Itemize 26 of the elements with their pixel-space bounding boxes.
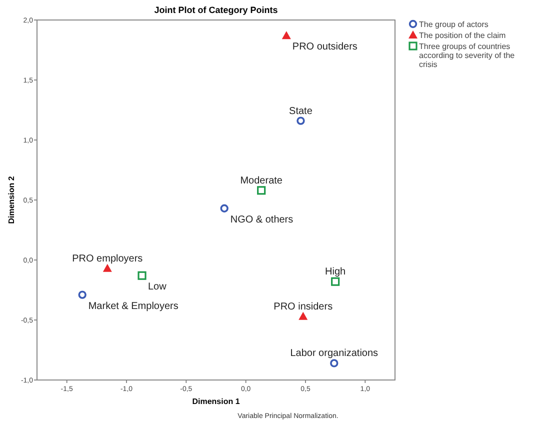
annotation: Market & Employers xyxy=(88,300,178,312)
annotation: PRO insiders xyxy=(274,301,333,312)
point xyxy=(220,204,228,212)
annotation: High xyxy=(325,266,346,278)
x-axis-title: Dimension 1 xyxy=(192,397,240,406)
point xyxy=(330,359,338,368)
point xyxy=(331,277,340,286)
annotation: Low xyxy=(148,282,168,293)
annotation: NGO & others xyxy=(230,214,294,226)
point xyxy=(257,186,266,195)
annotation: Labor organizations xyxy=(290,348,378,360)
point xyxy=(138,271,146,280)
point xyxy=(78,290,86,299)
annotation: PRO outsiders xyxy=(292,42,358,53)
point xyxy=(298,312,308,320)
y-axis-title: Dimension 2 xyxy=(7,176,16,224)
legend-label: Three groups of countries according to severity of the crisis xyxy=(419,42,516,69)
annotation: PRO employers xyxy=(72,253,143,264)
annotation: Moderate xyxy=(240,175,283,186)
point xyxy=(102,264,112,272)
chart-title: Joint Plot of Category Points xyxy=(154,5,278,15)
annotation: State xyxy=(289,106,313,117)
legend-label: The position of the claim xyxy=(419,31,506,40)
point xyxy=(282,31,291,40)
point xyxy=(296,116,305,125)
legend-label: The group of actors xyxy=(419,20,488,29)
